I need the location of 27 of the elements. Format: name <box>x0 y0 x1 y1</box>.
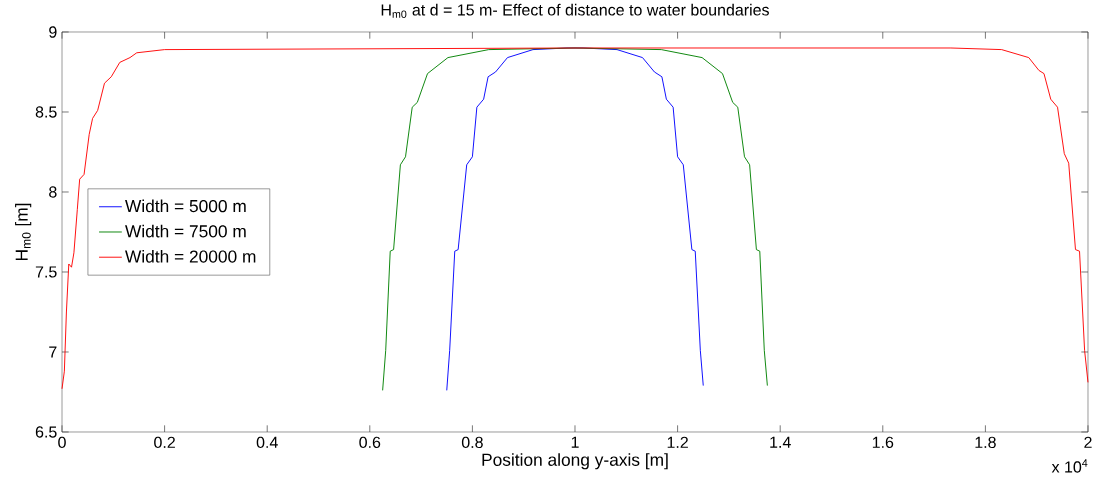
x-tick-label: 0 <box>58 436 66 449</box>
y-tick-label: 7 <box>49 346 57 358</box>
x-tick-label: 1.6 <box>872 436 894 449</box>
y-tick-label: 8.5 <box>35 106 57 118</box>
legend-label: Width = 7500 m <box>125 224 246 238</box>
x-tick-label: 0.6 <box>359 436 381 449</box>
x-tick-label: 2 <box>1084 436 1092 448</box>
x-tick-label: 0.8 <box>461 436 483 449</box>
text: x 10$^{4}$ <box>1051 459 1088 473</box>
x-axis-title: Position along y-axis [m] <box>482 453 668 470</box>
y-tick-label: 7.5 <box>35 266 57 278</box>
x-tick-label: 0.4 <box>256 436 278 449</box>
legend-label: Width = 5000 m <box>125 199 246 213</box>
y-tick-label: 8 <box>49 186 57 198</box>
chart-title: H$_{m0}$ at d = 15 m- Effect of distance to water boundaries <box>381 3 769 18</box>
y-tick-label: 6.5 <box>35 426 57 438</box>
line-series <box>446 47 704 391</box>
x-tick-label: 1.2 <box>667 436 688 448</box>
x-tick-label: 0.2 <box>154 436 175 449</box>
x-tick-label: 1.4 <box>770 436 791 448</box>
y-axis-title: H$_{m0}$ [m] <box>15 203 32 261</box>
legend-label: Width = 20000 m <box>125 249 256 263</box>
x-tick-label: 1 <box>571 436 579 448</box>
line-series <box>382 47 768 391</box>
x-tick-label: 1.8 <box>975 436 996 449</box>
line-series <box>61 47 1089 390</box>
y-tick-label: 9 <box>49 26 57 38</box>
